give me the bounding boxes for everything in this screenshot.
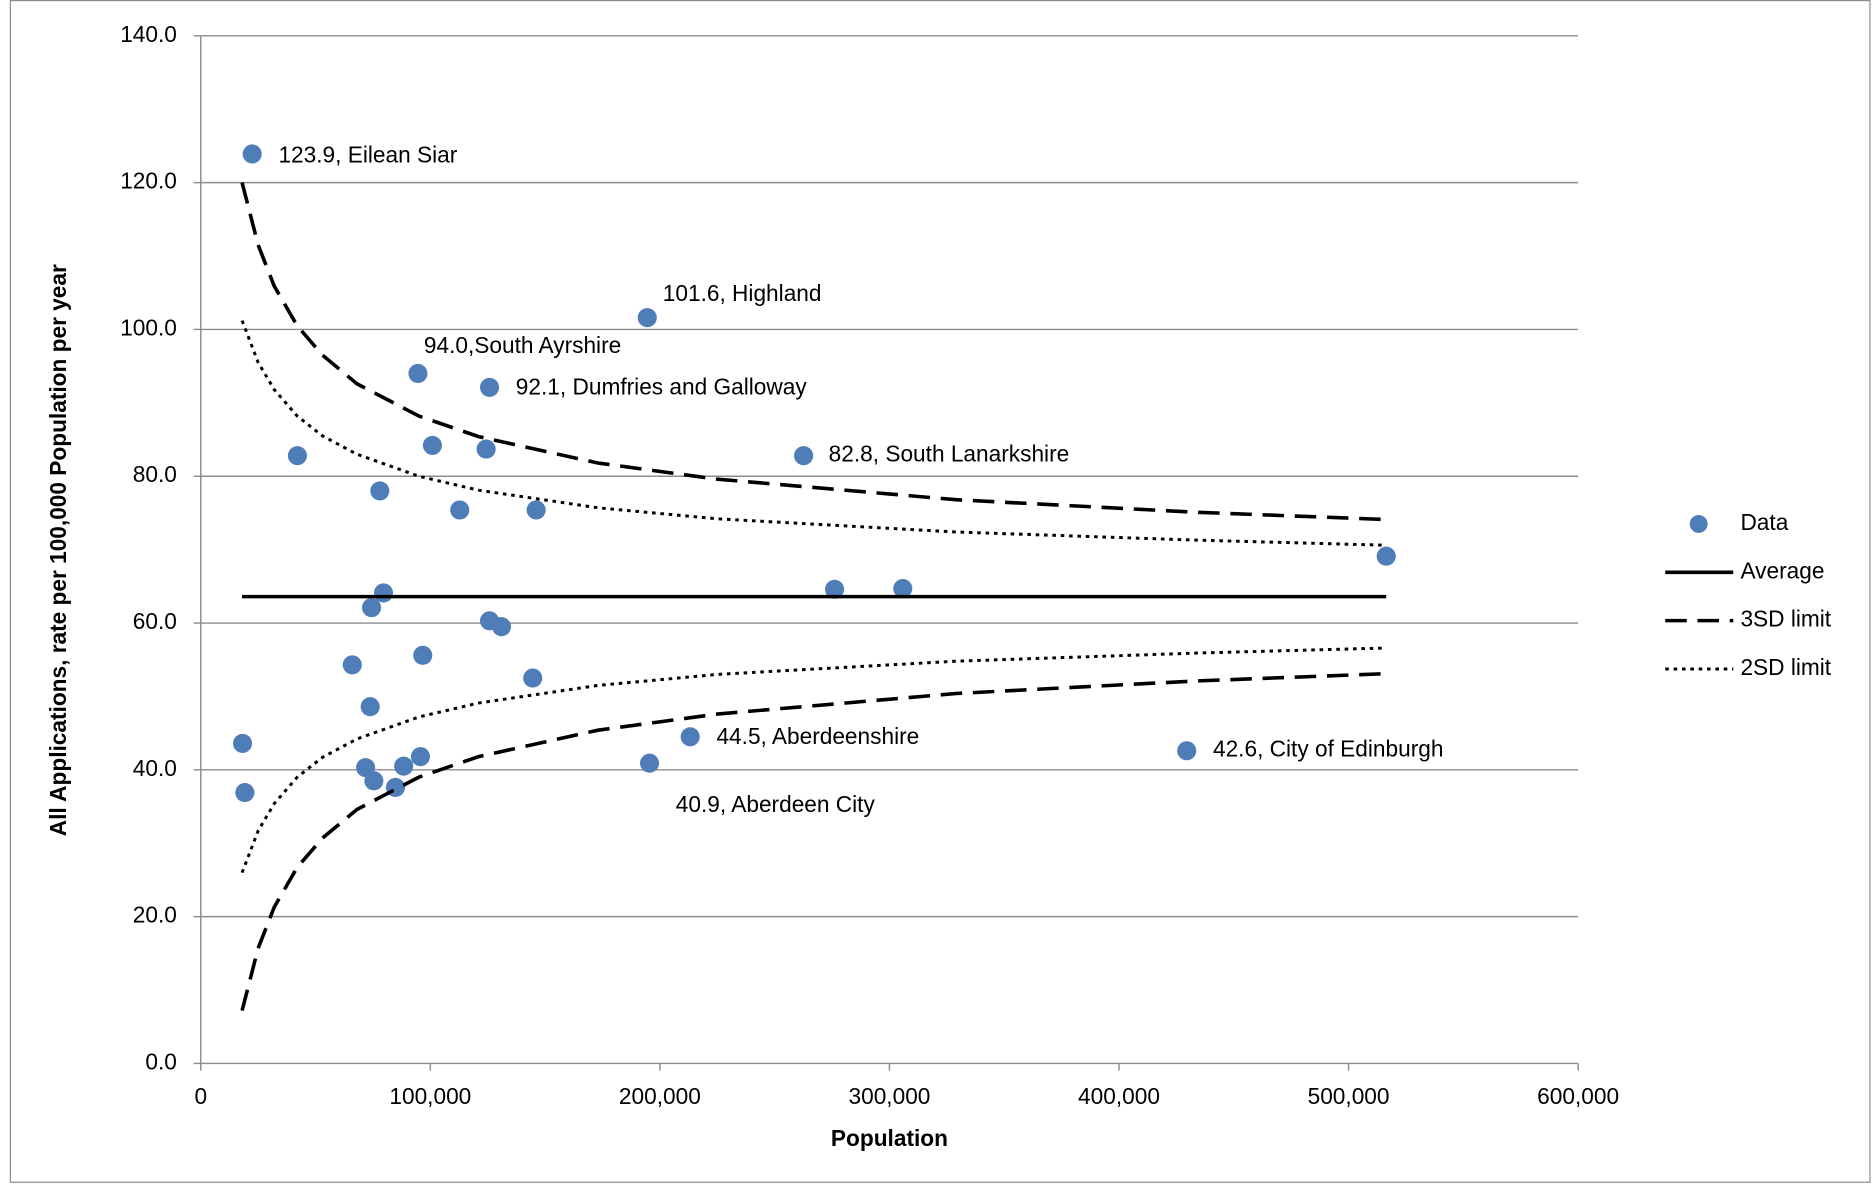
limit-line — [240, 671, 1387, 1012]
y-tick-label: 80.0 — [133, 461, 177, 487]
data-point — [394, 756, 414, 776]
data-point — [1376, 546, 1396, 566]
legend-label: Average — [1740, 557, 1824, 583]
data-label: 82.8, South Lanarkshire — [829, 441, 1070, 467]
data-point — [1177, 741, 1197, 761]
chart-border — [9, 0, 1871, 1183]
limit-line — [240, 646, 1387, 874]
limit-line — [240, 320, 1387, 547]
data-point — [640, 753, 660, 773]
data-label: 42.6, City of Edinburgh — [1213, 736, 1443, 762]
x-axis-title: Population — [831, 1125, 948, 1151]
data-point — [450, 500, 470, 520]
legend-label: 2SD limit — [1740, 654, 1831, 680]
x-tick-label: 100,000 — [389, 1083, 471, 1109]
data-point — [362, 598, 382, 618]
data-point — [637, 308, 657, 328]
data-point — [523, 668, 543, 688]
y-tick-label: 120.0 — [120, 168, 177, 194]
data-point — [476, 439, 496, 459]
data-point — [373, 583, 394, 603]
data-point — [794, 446, 814, 466]
x-tick-label: 600,000 — [1537, 1083, 1619, 1109]
legend-label: Data — [1740, 509, 1788, 535]
data-label: 94.0,South Ayrshire — [424, 332, 621, 358]
data-point — [480, 377, 500, 397]
x-tick-label: 400,000 — [1078, 1083, 1160, 1109]
x-tick-label: 200,000 — [619, 1083, 701, 1109]
data-point — [422, 435, 442, 455]
y-tick-label: 60.0 — [133, 608, 177, 634]
data-label: 101.6, Highland — [663, 280, 822, 306]
data-point — [526, 500, 546, 520]
data-point — [242, 144, 262, 164]
data-point — [342, 655, 362, 675]
y-axis-title: All Applications, rate per 100,000 Popul… — [45, 264, 71, 836]
data-point — [287, 446, 307, 466]
data-point — [491, 617, 512, 637]
y-tick-label: 140.0 — [120, 21, 177, 47]
data-point — [235, 783, 255, 803]
y-tick-label: 0.0 — [145, 1048, 177, 1074]
data-label: 123.9, Eilean Siar — [278, 141, 457, 167]
legend-label: 3SD limit — [1740, 606, 1831, 632]
data-point — [233, 733, 253, 753]
data-point — [893, 578, 913, 599]
limit-line — [240, 182, 1387, 522]
data-point — [825, 579, 845, 599]
data-point — [680, 727, 700, 747]
x-tick-label: 500,000 — [1308, 1083, 1390, 1109]
data-label: 44.5, Aberdeenshire — [716, 723, 919, 749]
legend-marker — [1689, 515, 1708, 533]
data-point — [360, 697, 380, 717]
data-point — [364, 771, 384, 791]
x-tick-label: 0 — [194, 1083, 207, 1109]
y-tick-label: 20.0 — [133, 902, 177, 928]
x-tick-label: 300,000 — [848, 1083, 930, 1109]
data-point — [408, 363, 428, 384]
data-label: 92.1, Dumfries and Galloway — [516, 374, 808, 400]
y-tick-label: 100.0 — [120, 314, 177, 340]
data-point — [410, 747, 431, 767]
data-point — [413, 645, 433, 665]
y-tick-label: 40.0 — [133, 755, 177, 781]
data-label: 40.9, Aberdeen City — [676, 791, 876, 817]
data-point — [370, 481, 390, 501]
